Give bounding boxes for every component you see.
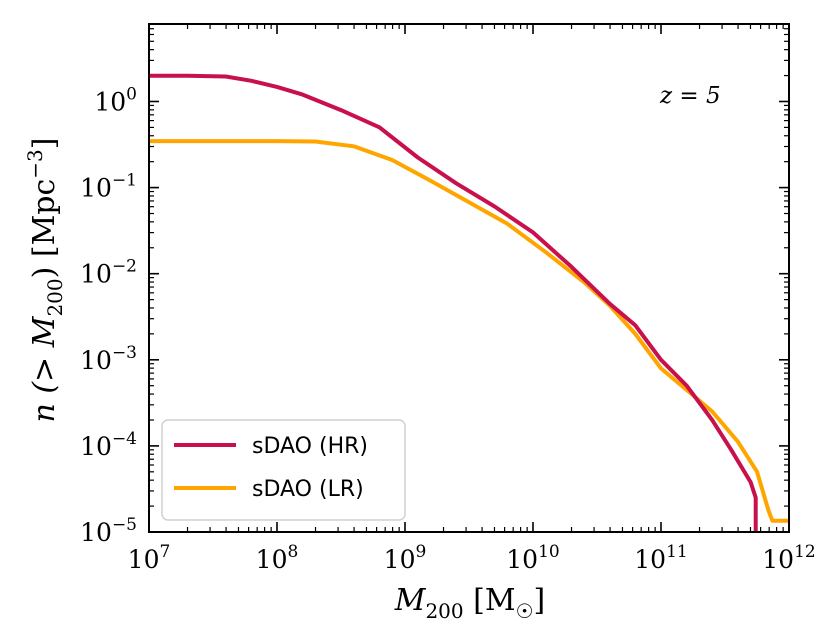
legend-label-lr: sDAO (LR): [252, 477, 364, 502]
y-tick-label: 10−2: [80, 257, 137, 289]
y-axis-label: n (> M200) [Mpc−3]: [23, 137, 67, 422]
legend: sDAO (HR) sDAO (LR): [161, 419, 406, 521]
x-axis-label: M200 [M☉]: [394, 583, 546, 623]
x-tick-labels: 107 108 109 1010 1011 1012: [128, 542, 816, 574]
redshift-annotation: z = 5: [659, 83, 721, 109]
series-layer: [149, 73, 789, 532]
legend-label-hr: sDAO (HR): [252, 434, 368, 459]
y-tick-label: 10−4: [80, 429, 137, 461]
y-tick-label: 100: [94, 84, 137, 116]
y-tick-labels: 100 10−1 10−2 10−3 10−4 10−5: [80, 84, 137, 547]
y-tick-label: 10−3: [80, 343, 137, 375]
x-tick-label: 1010: [506, 542, 559, 574]
series-line-hr: [149, 73, 758, 532]
x-tick-label: 1011: [634, 542, 687, 574]
plot-frame: [148, 23, 790, 533]
x-tick-label: 107: [128, 542, 171, 574]
y-tick-label: 10−5: [80, 515, 137, 547]
x-tick-label: 109: [384, 542, 427, 574]
x-tick-label: 108: [256, 542, 299, 574]
x-tick-label: 1012: [762, 542, 815, 574]
y-tick-label: 10−1: [80, 171, 137, 203]
